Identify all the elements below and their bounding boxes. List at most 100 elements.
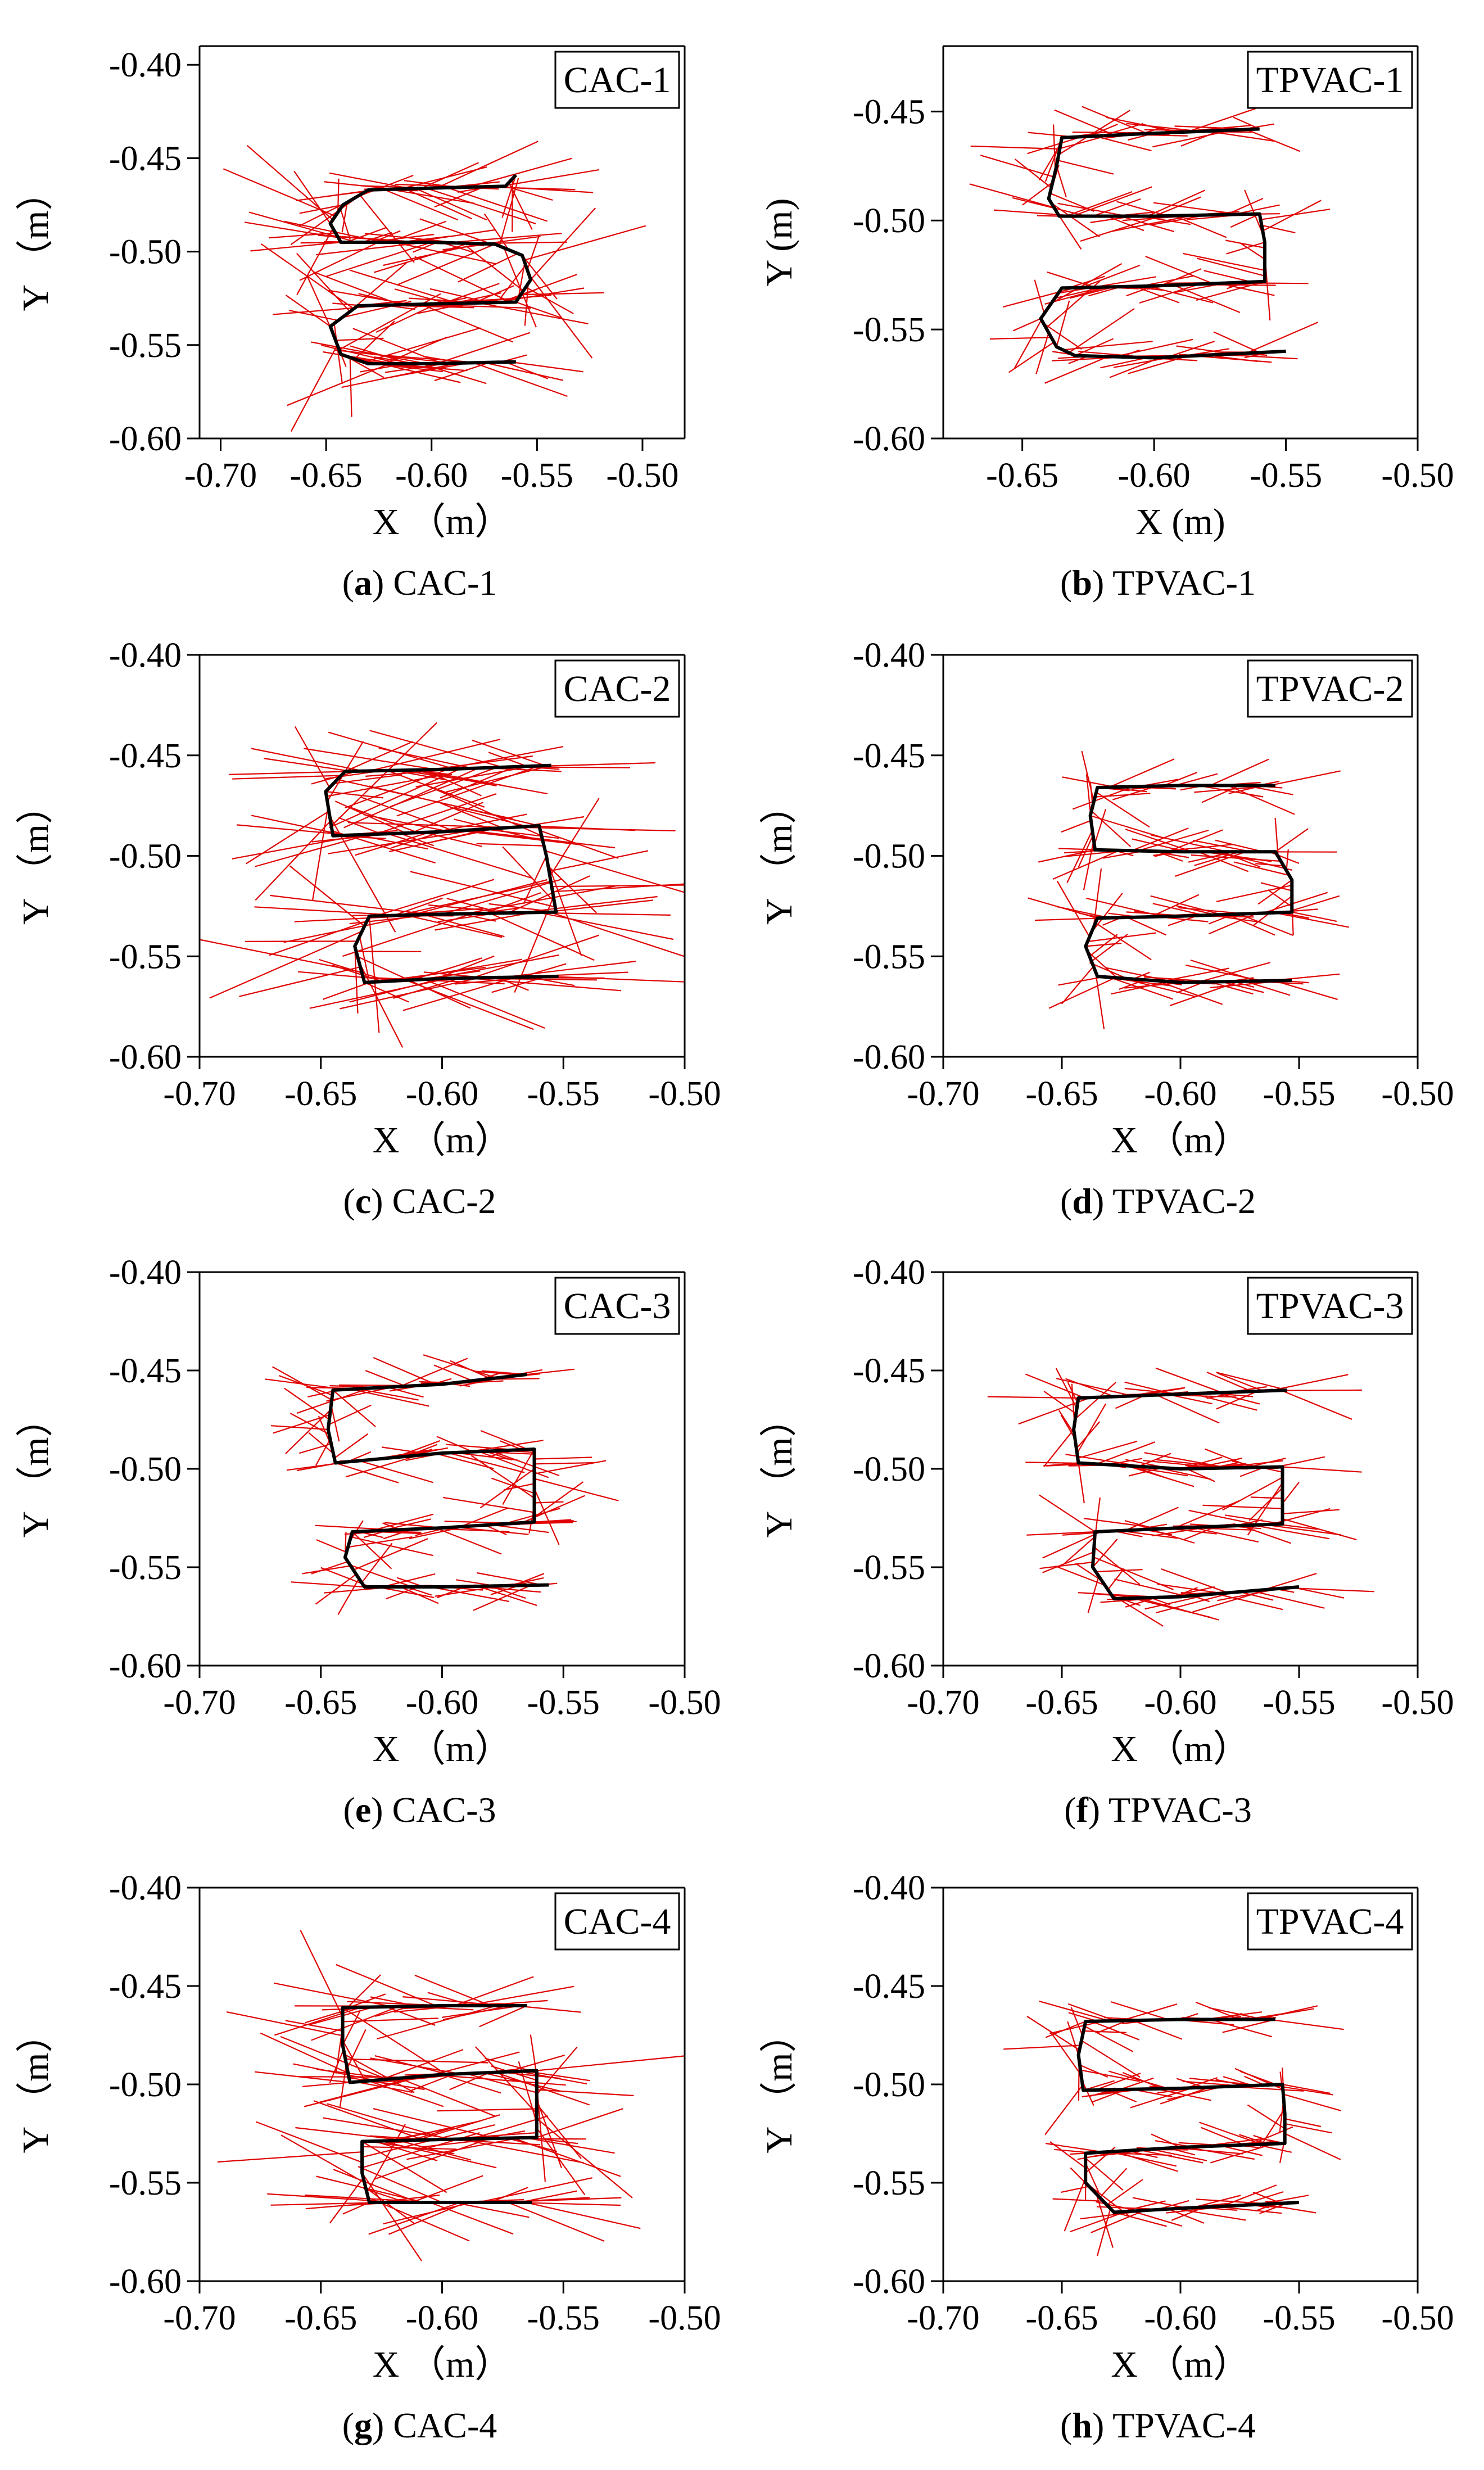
force-vector (1056, 300, 1070, 347)
force-vector (1130, 2087, 1193, 2109)
force-vector (1093, 1546, 1141, 1585)
force-vector (329, 2177, 364, 2224)
force-vector (1173, 284, 1241, 313)
force-vector (1198, 962, 1271, 983)
panel-title: CAC-4 (564, 1901, 671, 1942)
y-tick-label: -0.45 (853, 1967, 925, 2006)
trajectory-line (1084, 784, 1294, 984)
force-vector (1138, 1453, 1171, 1467)
force-vector (1192, 840, 1252, 853)
force-vector (1039, 1561, 1093, 1569)
force-vector (1221, 981, 1264, 993)
force-vector (382, 1573, 436, 1588)
force-vector (525, 286, 574, 314)
force-vector (332, 1390, 376, 1427)
force-vector (1199, 2121, 1262, 2145)
force-vector (476, 843, 544, 847)
force-vector (345, 768, 449, 809)
y-tick-label: -0.50 (109, 2066, 182, 2104)
force-vector (1070, 2007, 1083, 2036)
force-vector (309, 978, 449, 1009)
y-tick-label: -0.40 (109, 1254, 182, 1292)
force-vector (351, 1536, 433, 1557)
force-vector (1286, 895, 1340, 913)
force-vector (1168, 2208, 1205, 2224)
force-vector (1176, 981, 1205, 994)
force-vector (508, 875, 590, 914)
force-vector (1090, 815, 1164, 839)
force-vector (375, 793, 497, 835)
panel-caption: (c) CAC-2 (343, 1181, 496, 1221)
force-vector (1106, 116, 1181, 133)
force-vector (969, 183, 1055, 209)
force-vector (519, 2190, 577, 2204)
caption-letter: c (355, 1181, 371, 1221)
force-vector (1274, 817, 1279, 857)
force-vector (1054, 109, 1115, 136)
force-vector (358, 2166, 442, 2204)
force-vector (357, 956, 471, 1009)
x-tick-label: -0.50 (648, 2299, 721, 2337)
force-vector (1196, 257, 1265, 277)
force-vector (505, 361, 549, 379)
force-vectors (265, 1354, 619, 1615)
y-tick-label: -0.45 (109, 737, 182, 775)
force-vector (436, 1453, 494, 1469)
x-tick-label: -0.65 (284, 1075, 357, 1113)
force-vector (536, 2118, 633, 2198)
force-vector (454, 818, 543, 842)
force-vector (1247, 2104, 1286, 2129)
force-vector (447, 187, 548, 222)
x-axis-label: X （m） (373, 2344, 512, 2385)
force-vector (970, 145, 1060, 150)
force-vector (1073, 186, 1152, 217)
force-vector (1198, 851, 1249, 872)
force-vector (325, 791, 383, 799)
force-vector (1174, 773, 1218, 786)
force-vector (326, 241, 432, 277)
force-vector (1042, 1531, 1102, 1559)
x-tick-label: -0.65 (986, 456, 1058, 495)
force-vector (329, 172, 411, 189)
force-vector (1093, 198, 1141, 217)
title-frame (554, 659, 680, 718)
force-vector (1075, 1382, 1117, 1420)
x-tick-label: -0.70 (907, 2299, 979, 2337)
force-vector (393, 897, 443, 916)
force-vector (485, 1524, 507, 1536)
force-vector (260, 2032, 349, 2074)
force-vector (1153, 196, 1201, 217)
force-vector (304, 2075, 424, 2107)
force-vector (1089, 962, 1128, 979)
force-vector (454, 1976, 534, 2007)
force-vectors (217, 1930, 685, 2261)
x-tick-label: -0.50 (1381, 456, 1454, 495)
force-vector (1269, 851, 1300, 864)
force-vector (1160, 268, 1202, 287)
force-vector (405, 914, 503, 938)
force-vector (209, 930, 363, 999)
force-vector (1234, 861, 1290, 876)
force-vector (549, 798, 600, 877)
panel-title-box: TPVAC-4 (1247, 1892, 1413, 1951)
force-vector (1138, 2149, 1204, 2164)
trajectory-line (324, 763, 559, 984)
force-vector (1008, 341, 1055, 373)
force-vector (373, 1357, 437, 1386)
force-vector (291, 1581, 365, 1588)
force-vector (1061, 820, 1092, 833)
force-vector (311, 2006, 399, 2041)
force-vector (412, 957, 483, 981)
caption-text: TPVAC-1 (1112, 563, 1256, 603)
force-vector (331, 722, 437, 827)
force-vector (274, 2006, 362, 2036)
force-vector (491, 1477, 535, 1494)
force-vector (323, 351, 395, 365)
force-vector (272, 1366, 332, 1401)
force-vector (323, 981, 371, 1000)
force-vector (1085, 2163, 1101, 2195)
force-vector (413, 242, 437, 253)
force-vector (313, 271, 400, 306)
force-vector (1293, 1586, 1345, 1599)
force-vector (368, 2201, 460, 2235)
